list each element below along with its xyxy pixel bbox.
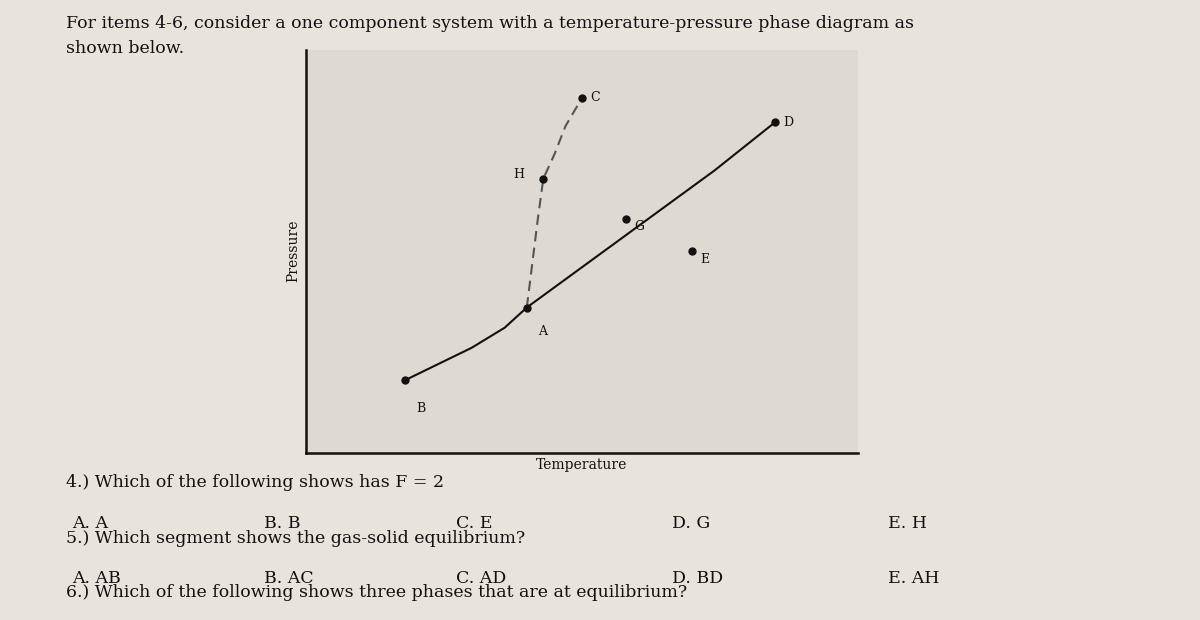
Text: E: E [701,253,710,265]
Text: B. AC: B. AC [264,570,313,587]
Text: C. E: C. E [456,515,492,531]
Text: 6.) Which of the following shows three phases that are at equilibrium?: 6.) Which of the following shows three p… [66,584,688,601]
Text: B. B: B. B [264,515,300,531]
Text: A: A [538,326,547,338]
Text: C: C [590,92,600,104]
Text: E. H: E. H [888,515,928,531]
Text: E. AH: E. AH [888,570,940,587]
Text: B: B [416,402,426,415]
Text: shown below.: shown below. [66,40,184,57]
Text: D. G: D. G [672,515,710,531]
Text: H: H [514,168,524,181]
Text: 5.) Which segment shows the gas-solid equilibrium?: 5.) Which segment shows the gas-solid eq… [66,530,526,547]
Text: 4.) Which of the following shows has F = 2: 4.) Which of the following shows has F =… [66,474,444,491]
Text: C. AD: C. AD [456,570,506,587]
Text: A. AB: A. AB [72,570,121,587]
Text: A. A: A. A [72,515,108,531]
Text: For items 4-6, consider a one component system with a temperature-pressure phase: For items 4-6, consider a one component … [66,16,914,32]
Y-axis label: Pressure: Pressure [287,220,300,282]
X-axis label: Temperature: Temperature [536,458,628,472]
Text: G: G [635,221,644,233]
Text: D: D [784,116,793,128]
Text: D. BD: D. BD [672,570,724,587]
